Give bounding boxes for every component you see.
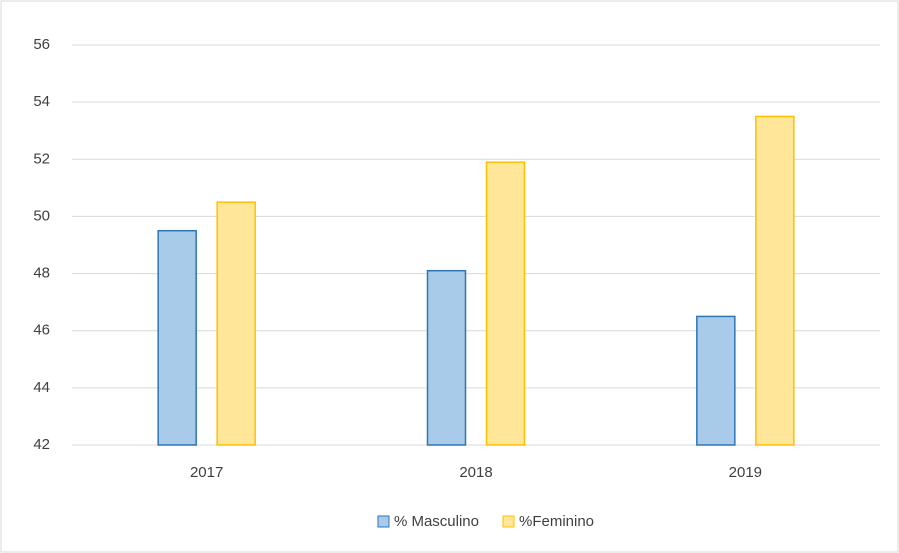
bar [485,161,526,446]
legend-swatch [502,515,515,528]
y-tick-label: 54 [33,93,50,110]
bar [755,115,795,446]
y-tick-label: 42 [33,436,50,453]
y-tick-label: 46 [33,322,50,339]
legend-swatch [377,515,390,528]
y-tick-label: 48 [33,265,50,282]
x-tick-label: 2018 [459,464,492,481]
x-tick-label: 2017 [190,464,223,481]
y-tick-label: 44 [33,379,50,396]
y-tick-label: 56 [33,36,50,53]
x-tick-label: 2019 [729,464,762,481]
bar [157,229,197,446]
y-tick-label: 52 [33,150,50,167]
legend-label: %Feminino [519,513,594,530]
bar [696,315,736,446]
bar [216,201,256,446]
bar [426,269,467,446]
legend-label: % Masculino [394,513,479,530]
y-tick-label: 50 [33,207,50,224]
